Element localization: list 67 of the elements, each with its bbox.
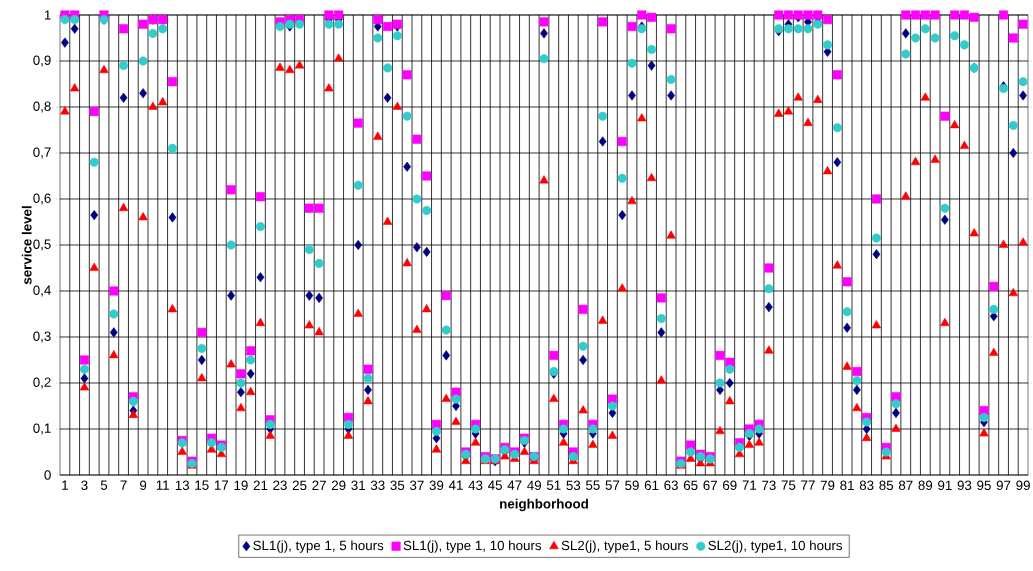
x-tick-label: 79 xyxy=(820,480,835,491)
x-tick-label: 5 xyxy=(100,480,108,490)
x-tick-label: 91 xyxy=(938,480,952,491)
x-tick-label: 17 xyxy=(214,480,229,490)
y-tick-label: 0,9 xyxy=(33,55,51,67)
y-tick-label: 0,7 xyxy=(33,147,51,159)
y-tick-label: 0 xyxy=(44,470,51,480)
x-tick-label: 87 xyxy=(898,480,913,491)
x-tick-label: 15 xyxy=(195,480,209,490)
x-tick-label: 93 xyxy=(957,480,972,491)
x-tick-label: 81 xyxy=(840,480,854,491)
x-tick-label: 13 xyxy=(175,480,190,491)
x-tick-label: 7 xyxy=(120,480,127,490)
x-tick-label: 1 xyxy=(62,480,68,490)
x-tick-label: 41 xyxy=(448,480,463,490)
legend-label: SL1(j), type 1, 5 hours xyxy=(253,540,384,553)
y-axis-title: service level xyxy=(21,206,32,285)
y-tick-label: 0,1 xyxy=(33,423,51,435)
legend-label: SL2(j), type1, 10 hours xyxy=(708,540,843,553)
x-tick-label: 65 xyxy=(683,480,698,491)
x-tick-label: 83 xyxy=(859,480,874,491)
x-tick-label: 75 xyxy=(781,480,796,490)
x-tick-label: 97 xyxy=(996,480,1011,491)
x-tick-label: 89 xyxy=(918,480,933,491)
y-tick-label: 1 xyxy=(44,10,51,20)
x-tick-label: 71 xyxy=(742,480,757,490)
y-tick-label: 0,6 xyxy=(33,193,51,205)
x-tick-label: 85 xyxy=(879,480,894,491)
legend-label: SL1(j), type 1, 10 hours xyxy=(403,540,542,553)
x-tick-label: 63 xyxy=(664,480,678,491)
x-tick-label: 21 xyxy=(253,480,268,490)
x-tick-label: 49 xyxy=(527,480,542,491)
x-tick-label: 59 xyxy=(625,480,639,491)
x-tick-label: 57 xyxy=(605,480,620,490)
x-tick-label: 35 xyxy=(390,480,405,491)
y-tick-label: 0,5 xyxy=(33,239,51,251)
x-tick-label: 19 xyxy=(234,480,248,491)
x-tick-label: 27 xyxy=(312,480,326,490)
legend-label: SL2(j), type1, 5 hours xyxy=(561,540,688,553)
x-tick-label: 39 xyxy=(429,480,444,491)
x-tick-label: 99 xyxy=(1016,480,1030,491)
x-tick-label: 43 xyxy=(468,480,483,491)
x-tick-label: 73 xyxy=(762,480,776,491)
x-tick-label: 53 xyxy=(566,480,581,491)
x-tick-label: 9 xyxy=(140,480,147,491)
x-tick-label: 33 xyxy=(370,480,385,491)
x-tick-label: 29 xyxy=(331,480,346,491)
y-tick-label: 0,8 xyxy=(33,101,51,113)
x-tick-label: 77 xyxy=(801,480,815,490)
x-tick-label: 61 xyxy=(644,480,659,491)
x-tick-label: 23 xyxy=(273,480,287,491)
x-axis-title: neighborhood xyxy=(500,498,588,512)
x-tick-label: 69 xyxy=(723,480,737,491)
x-tick-label: 25 xyxy=(292,480,307,491)
x-tick-label: 45 xyxy=(488,480,502,490)
x-tick-label: 67 xyxy=(703,480,717,491)
y-tick-label: 0,4 xyxy=(33,285,51,297)
x-tick-label: 47 xyxy=(507,480,522,490)
x-tick-label: 3 xyxy=(81,480,88,491)
x-tick-label: 31 xyxy=(351,480,365,491)
y-tick-label: 0,2 xyxy=(33,377,51,389)
x-tick-label: 95 xyxy=(977,480,991,491)
x-tick-label: 37 xyxy=(409,480,424,491)
x-tick-label: 51 xyxy=(546,480,561,490)
x-tick-label: 11 xyxy=(156,480,169,490)
x-tick-label: 55 xyxy=(586,480,600,490)
y-tick-label: 0,3 xyxy=(33,331,51,343)
